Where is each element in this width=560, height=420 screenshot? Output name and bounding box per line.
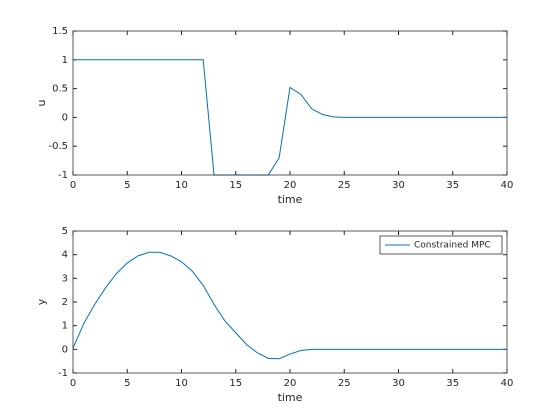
legend-label: Constrained MPC (414, 241, 491, 251)
y-tick-label: -0.5 (48, 141, 68, 152)
x-tick-label: 5 (124, 180, 130, 191)
y-tick-label: 1 (62, 321, 68, 332)
x-tick-label: 25 (338, 378, 351, 389)
axes-background (73, 31, 507, 175)
y-axis-label: y (35, 298, 48, 305)
y-tick-label: 3 (62, 273, 68, 284)
legend-box (379, 235, 503, 255)
x-tick-label: 0 (70, 378, 76, 389)
x-axis-label: time (278, 193, 303, 206)
x-tick-label: 15 (229, 180, 242, 191)
x-tick-label: 25 (338, 180, 351, 191)
x-tick-label: 0 (70, 180, 76, 191)
x-tick-label: 10 (175, 180, 188, 191)
data-line (73, 59, 507, 176)
x-tick-label: 5 (124, 378, 130, 389)
x-tick-label: 40 (501, 180, 514, 191)
x-axis-label: time (278, 391, 303, 404)
y-tick-label: 0 (62, 112, 68, 123)
x-tick-label: 20 (284, 378, 297, 389)
x-tick-label: 15 (229, 378, 242, 389)
axes-box (72, 30, 508, 176)
y-axis-label: u (35, 100, 48, 107)
y-tick-label: -1 (58, 170, 68, 181)
x-tick-label: 10 (175, 378, 188, 389)
x-tick-label: 35 (446, 378, 459, 389)
y-tick-label: 2 (62, 297, 68, 308)
y-tick-label: 1 (62, 55, 68, 66)
axes-box (72, 230, 508, 374)
x-tick-label: 30 (392, 378, 405, 389)
data-line (72, 251, 507, 360)
y-tick-label: 5 (62, 226, 68, 237)
x-tick-label: 40 (501, 378, 514, 389)
y-tick-label: 1.5 (52, 26, 68, 37)
y-tick-label: -1 (58, 368, 68, 379)
x-tick-label: 30 (392, 180, 405, 191)
y-tick-label: 4 (62, 250, 68, 261)
x-tick-label: 35 (446, 180, 459, 191)
x-tick-label: 20 (284, 180, 297, 191)
y-tick-label: 0 (62, 344, 68, 355)
y-tick-label: 0.5 (52, 84, 68, 95)
